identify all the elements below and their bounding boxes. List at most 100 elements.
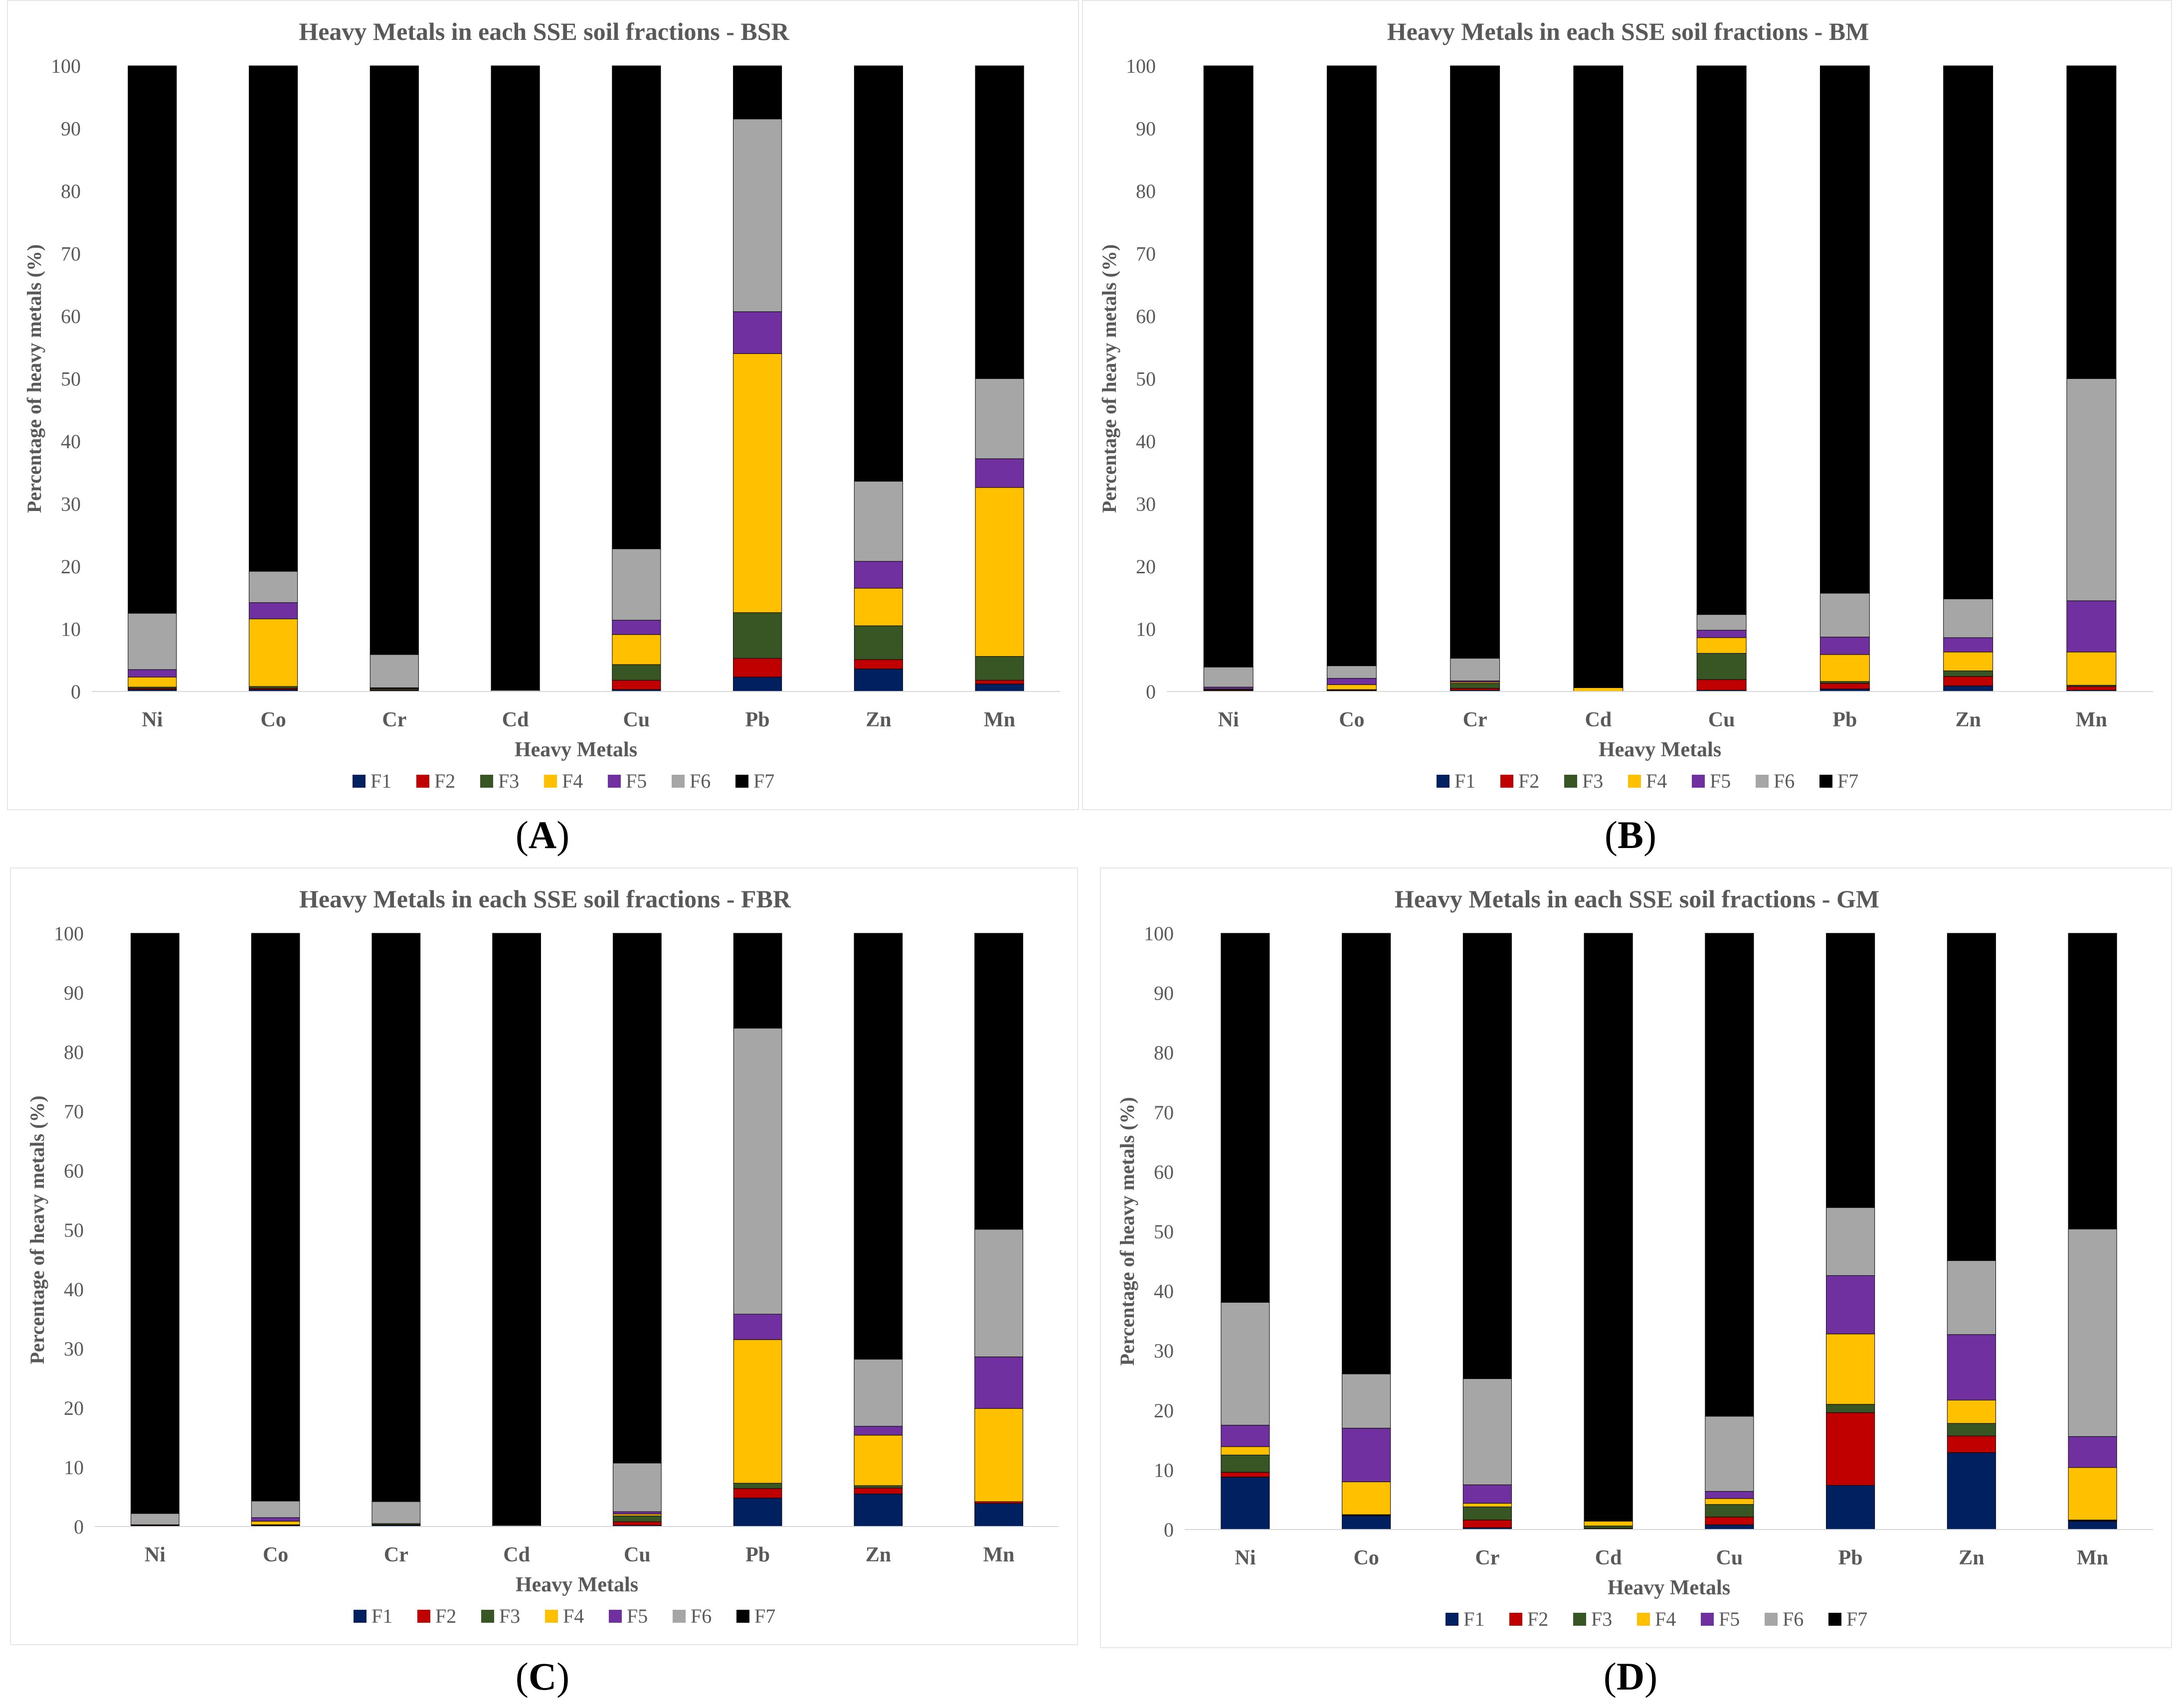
bar-segment-f7: [371, 933, 421, 1502]
bar-segment-f7: [1573, 65, 1624, 688]
bar-segment-f3: [733, 612, 782, 659]
bar-segment-f7: [1342, 933, 1391, 1374]
legend-swatch-f3: [480, 775, 493, 788]
bar-segment-f6: [371, 1501, 421, 1524]
bar-segment-f4: [1943, 652, 1993, 672]
y-tick-label: 10: [1154, 1459, 1174, 1481]
legend-label-f4: F4: [562, 770, 583, 792]
legend-label-f5: F5: [1719, 1608, 1740, 1630]
bar-segment-f2: [1947, 1435, 1996, 1453]
bar-segment-f7: [1943, 65, 1993, 599]
bar-segment-f5: [975, 458, 1024, 488]
legend-swatch-f4: [1637, 1613, 1650, 1626]
bar-segment-f4: [612, 634, 661, 665]
legend-swatch-f4: [545, 1610, 558, 1623]
bar-segment-f7: [854, 65, 903, 482]
bar-segment-f7: [491, 65, 540, 690]
y-tick-label: 30: [1136, 493, 1156, 515]
chart-panel-a: Heavy Metals in each SSE soil fractions …: [7, 0, 1079, 810]
bar-segment-f7: [1819, 65, 1870, 594]
bar-segment-f5: [1943, 637, 1993, 653]
bar-segment-f4: [1342, 1481, 1391, 1515]
y-tick-label: 40: [61, 430, 81, 453]
y-tick-label: 50: [1136, 368, 1156, 390]
bar-segment-f1: [1943, 685, 1993, 692]
bar-segment-f6: [975, 378, 1024, 459]
y-tick-label: 80: [64, 1041, 84, 1063]
legend-label-f1: F1: [1463, 1608, 1484, 1630]
bar-segment-f1: [2068, 1521, 2117, 1530]
bar-segment-f4: [733, 1339, 782, 1484]
x-axis-label: Heavy Metals: [515, 738, 637, 761]
x-tick-label: Co: [1353, 1546, 1379, 1569]
legend-swatch-f1: [1446, 1613, 1458, 1626]
y-tick-label: 40: [1136, 430, 1156, 453]
bar-segment-f6: [249, 571, 298, 603]
bar-segment-f7: [612, 65, 661, 549]
x-tick-label: Cd: [502, 708, 529, 731]
x-tick-label: Cr: [384, 1543, 408, 1566]
legend-label-f2: F2: [435, 1605, 456, 1627]
bar-segment-f6: [1826, 1207, 1875, 1276]
x-tick-label: Co: [263, 1543, 288, 1566]
y-tick-label: 30: [61, 493, 81, 515]
stacked-bar-chart-a: Heavy Metals in each SSE soil fractions …: [23, 17, 1060, 792]
bar-segment-f4: [1696, 637, 1747, 654]
legend-label-f7: F7: [753, 770, 774, 792]
legend-label-f7: F7: [1837, 770, 1858, 792]
bar-segment-f4: [613, 1514, 662, 1517]
bar-segment-f3: [613, 1516, 662, 1522]
bar-segment-f2: [974, 1501, 1023, 1504]
legend-label-f6: F6: [1783, 1608, 1804, 1630]
y-tick-label: 70: [64, 1100, 84, 1123]
bar-segment-f6: [854, 1359, 903, 1427]
panel-label-d: (D): [1603, 1655, 1658, 1698]
bar-segment-f4: [2068, 1467, 2117, 1521]
legend-label-f2: F2: [434, 770, 455, 792]
legend-swatch-f5: [1692, 775, 1705, 788]
bar-segment-f2: [1221, 1472, 1270, 1478]
bar-segment-f3: [854, 1485, 903, 1489]
y-tick-label: 70: [1154, 1101, 1174, 1124]
panel-label-b: (B): [1605, 813, 1656, 856]
panel-label-c: (C): [515, 1655, 570, 1698]
bar-segment-f5: [733, 311, 782, 354]
x-tick-label: Ni: [1235, 1546, 1256, 1569]
bar-segment-f1: [975, 683, 1024, 692]
chart-panel-b: Heavy Metals in each SSE soil fractions …: [1082, 0, 2172, 810]
bar-segment-f7: [2068, 933, 2117, 1229]
x-tick-label: Ni: [145, 1543, 166, 1566]
chart-title: Heavy Metals in each SSE soil fractions …: [299, 17, 789, 45]
legend-swatch-f7: [1828, 1613, 1841, 1626]
y-tick-label: 90: [1154, 982, 1174, 1005]
bar-segment-f4: [974, 1408, 1023, 1502]
x-tick-label: Ni: [142, 708, 163, 731]
bar-segment-f5: [1826, 1275, 1875, 1335]
legend-swatch-f6: [673, 1610, 686, 1623]
bar-segment-f3: [1947, 1423, 1996, 1436]
bar-segment-f6: [1203, 667, 1254, 687]
bar-segment-f4: [1462, 1503, 1512, 1508]
bar-segment-f6: [1450, 658, 1500, 682]
bar-segment-f2: [613, 1521, 662, 1526]
bar-segment-f2: [854, 659, 903, 670]
legend-swatch-f4: [544, 775, 557, 788]
y-tick-label: 60: [61, 305, 81, 328]
bar-segment-f3: [854, 625, 903, 660]
bar-segment-f6: [733, 119, 782, 312]
y-tick-label: 0: [1164, 1519, 1174, 1541]
chart-title: Heavy Metals in each SSE soil fractions …: [299, 885, 791, 913]
x-tick-label: Pb: [1838, 1546, 1863, 1569]
x-tick-label: Co: [1339, 708, 1364, 731]
y-axis-label: Percentage of heavy metals (%): [1116, 1097, 1138, 1366]
bar-segment-f5: [613, 1511, 662, 1515]
y-tick-label: 0: [71, 681, 81, 703]
bar-segment-f7: [974, 933, 1023, 1230]
bar-segment-f4: [854, 588, 903, 626]
bar-segment-f3: [975, 656, 1024, 681]
bar-segment-f5: [251, 1517, 300, 1522]
y-tick-label: 30: [64, 1338, 84, 1360]
bar-segment-f7: [131, 933, 180, 1514]
bar-segment-f3: [1943, 671, 1993, 677]
legend-label-f1: F1: [370, 770, 391, 792]
